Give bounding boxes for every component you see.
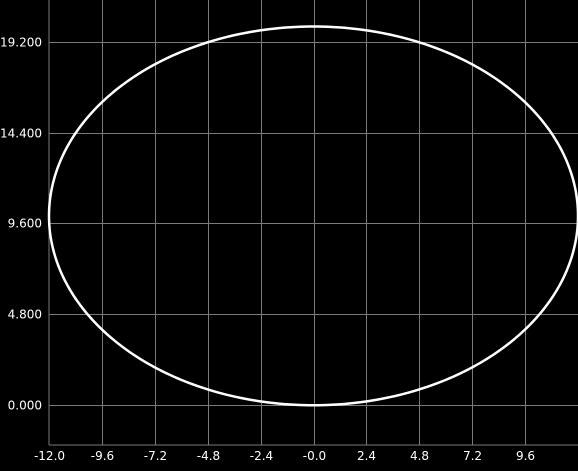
y-tick-label: 19.200 — [0, 36, 42, 50]
x-tick-label: 9.6 — [516, 449, 535, 463]
x-tick-label: 2.4 — [357, 449, 376, 463]
x-tick-label: -7.2 — [144, 449, 167, 463]
y-tick-label: 0.000 — [8, 399, 42, 413]
y-tick-label: 14.400 — [0, 127, 42, 141]
tick-label-layer: -12.0 -9.6 -7.2 -4.8 -2.4 -0.0 2.4 4.8 7.2 9.6 0.0… — [0, 36, 535, 464]
ellipse-series-line — [47, 25, 578, 407]
x-tick-label: -2.4 — [250, 449, 273, 463]
x-tick-label: -9.6 — [91, 449, 114, 463]
curve-layer — [47, 25, 578, 407]
x-tick-label: -12.0 — [34, 449, 65, 463]
y-tick-label: 4.800 — [8, 308, 42, 322]
x-tick-label: 7.2 — [463, 449, 482, 463]
grid-layer — [48, 0, 578, 446]
x-tick-label: 4.8 — [410, 449, 429, 463]
x-tick-label: -0.0 — [303, 449, 326, 463]
y-tick-label: 9.600 — [8, 217, 42, 231]
x-tick-label: -4.8 — [197, 449, 220, 463]
